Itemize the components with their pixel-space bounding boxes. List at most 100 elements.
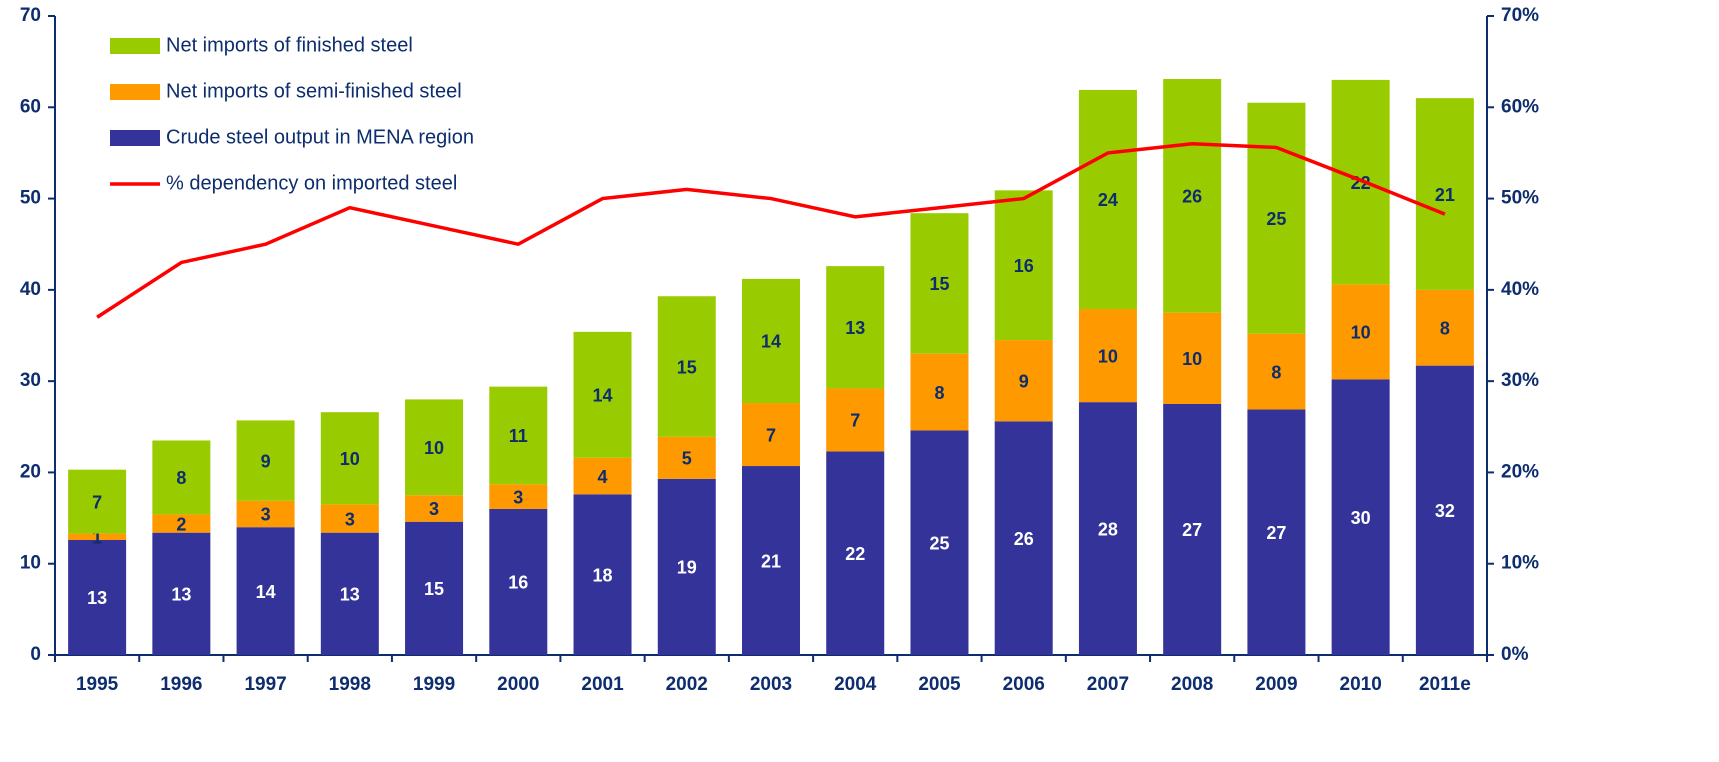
bar-segment [68,539,127,655]
x-tick-label: 2005 [918,674,961,695]
x-tick-label: 2009 [1255,674,1297,695]
bar-segment [405,399,464,496]
y-tick-label: 40 [20,279,41,300]
data-label: 21 [761,551,781,571]
bar-segment [1163,312,1222,404]
x-tick-label: 1995 [76,674,119,695]
x-tick-label: 2003 [750,674,792,695]
bar-segment [573,494,632,655]
data-label: 10 [1098,346,1118,366]
bar-segment [994,340,1053,422]
bar-segment [489,484,548,509]
bar-segment [320,504,379,533]
data-label: 3 [429,499,439,519]
bar-segment [573,457,632,495]
data-label: 27 [1182,520,1202,540]
data-label: 8 [1440,318,1450,338]
data-label: 9 [1019,371,1029,391]
y2-tick-label: 60% [1501,96,1539,117]
data-label: 1 [92,528,102,548]
bar-segment [1163,403,1222,655]
data-label: 8 [176,468,186,488]
data-label: 15 [929,274,949,294]
bar-segment [152,514,211,533]
x-tick-label: 2000 [497,674,539,695]
data-label: 14 [256,582,276,602]
x-tick-label: 1999 [413,674,455,695]
bar-segment [1247,102,1306,334]
bar-segment [152,532,211,655]
data-label: 16 [508,573,528,593]
y2-tick-label: 20% [1501,461,1539,482]
bar-segment [1078,89,1137,310]
data-label: 3 [513,487,523,507]
data-label: 3 [261,505,271,525]
legend-swatch [110,130,160,146]
bar-segment [1331,284,1390,380]
y-tick-label: 30 [20,370,41,391]
bar-segment [826,451,885,655]
bar-segment [236,420,295,501]
data-label: 15 [424,579,444,599]
bar-segment [320,412,379,505]
x-tick-label: 2001 [581,674,624,695]
data-label: 9 [261,451,271,471]
x-tick-label: 2004 [834,674,877,695]
line-series [96,142,1446,319]
bar-segment [489,508,548,655]
x-tick-label: 2007 [1087,674,1129,695]
x-tick-label: 1996 [160,674,202,695]
y-tick-label: 0 [30,644,41,665]
y2-tick-label: 10% [1501,553,1539,574]
data-label: 3 [345,509,355,529]
legend-label: Crude steel output in MENA region [166,126,474,148]
x-tick-label: 1997 [244,674,286,695]
bar-segment [405,495,464,522]
bar-segment [68,533,127,540]
data-label: 25 [1266,209,1286,229]
bar-segment [1078,309,1137,403]
bar-segment [489,386,548,485]
data-label: 7 [766,425,776,445]
data-label: 10 [340,449,360,469]
data-label: 13 [171,585,191,605]
x-tick-label: 2008 [1171,674,1213,695]
bar-segment [573,331,632,458]
bar-segment [1247,409,1306,655]
bar-segment [742,466,800,655]
y-tick-label: 20 [20,461,41,482]
data-label: 16 [1014,256,1034,276]
data-label: 7 [850,411,860,431]
bar-segment [910,213,969,354]
bar-segment [236,527,295,655]
bar-segment [910,353,969,431]
data-label: 10 [1351,323,1371,343]
x-tick-label: 2002 [666,674,708,695]
x-tick-label: 2006 [1003,674,1045,695]
bar-segment [152,440,211,515]
bar-segment [742,403,800,467]
legend-label: % dependency on imported steel [166,172,457,194]
data-label: 32 [1435,501,1455,521]
data-label: 22 [845,544,865,564]
bar-segment [657,478,716,655]
bar-segment [657,296,716,437]
bar-segment [826,388,885,452]
x-tick-label: 1998 [329,674,371,695]
legend-swatch [110,38,160,54]
bar-segment [68,469,127,534]
data-label: 15 [677,357,697,377]
bar-segment [405,521,464,655]
data-label: 8 [934,383,944,403]
bar-segment [994,190,1053,341]
data-label: 26 [1014,529,1034,549]
data-label: 13 [340,585,360,605]
bar-segment [320,532,379,655]
data-label: 18 [593,565,613,585]
y-tick-label: 10 [20,553,41,574]
y-tick-label: 60 [20,96,41,117]
data-label: 5 [682,449,692,469]
bar-segment [910,430,969,655]
data-label: 28 [1098,519,1118,539]
x-tick-label: 2010 [1340,674,1382,695]
